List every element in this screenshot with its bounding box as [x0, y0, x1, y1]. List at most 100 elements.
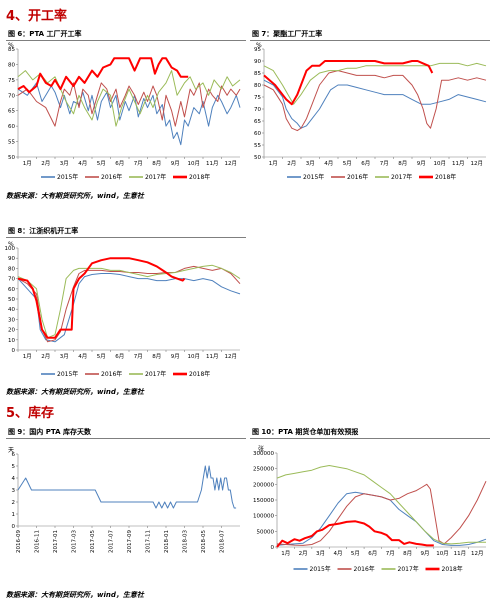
fig9-x-tick-label: 2017-11 — [146, 530, 152, 553]
fig10-x-tick-label: 7月 — [386, 550, 395, 557]
fig10-x-tick-label: 3月 — [316, 550, 325, 557]
fig8-title: 图 8：江浙织机开工率 — [6, 224, 246, 238]
fig9-x-tick-label: 2017-01 — [53, 530, 59, 553]
source-note-2: 数据来源：大有期货研究所，wind，生意社 — [6, 388, 144, 396]
fig6-x-tick-label: 12月 — [225, 160, 238, 167]
fig7-x-tick-label: 6月 — [361, 160, 370, 167]
fig6-y-tick-label: 80 — [8, 62, 15, 68]
fig8-y-tick-label: 10 — [8, 338, 15, 344]
fig6-x-tick-label: 5月 — [97, 160, 106, 167]
fig6-series-y2016-line — [17, 82, 241, 127]
fig7-x-tick-label: 5月 — [343, 160, 352, 167]
fig8-chart: % 0 10 20 30 40 50 60 70 80 90 100 1月 2月 3月 4月 5月 6月 7月 8月 9… — [5, 241, 241, 378]
fig8-series-y2016-line — [17, 265, 241, 343]
fig8-x-tick-label: 7月 — [134, 353, 143, 360]
fig9-y-tick-label: 0 — [12, 524, 16, 530]
fig6-x-tick-label: 7月 — [134, 160, 143, 167]
fig10-legend-label: 2015年 — [310, 565, 331, 573]
fig7-x-tick-label: 2月 — [287, 160, 296, 167]
fig6-y-tick-label: 60 — [8, 124, 15, 130]
fig7-title: 图 7：聚酯工厂开工率 — [250, 27, 490, 41]
fig7-y-tick-label: 50 — [254, 155, 261, 161]
fig7-y-tick-label: 55 — [254, 143, 261, 149]
fig9-x-tick-label: 2017-05 — [90, 530, 96, 553]
fig10-y-tick-label: 150000 — [253, 498, 274, 504]
fig10-x-tick-label: 9月 — [421, 550, 430, 557]
fig7-y-tick-label: 75 — [254, 95, 261, 101]
fig6-y-tick-label: 85 — [8, 47, 15, 53]
fig10-x-tick-label: 11月 — [454, 550, 467, 557]
fig7-unit-label: % — [256, 42, 262, 49]
fig9-x-tick-label: 2017-07 — [109, 530, 115, 553]
fig7-series-y2015-line — [263, 79, 487, 129]
fig7-x-tick-label: 9月 — [417, 160, 426, 167]
fig10-chart: 张 0 50000 100000 150000 200000 250000 300000 1月 2… — [253, 445, 487, 573]
fig8-series-y2018-line — [17, 257, 186, 339]
fig7-legend-label: 2017年 — [391, 173, 412, 181]
fig6-y-tick-label: 65 — [8, 109, 15, 115]
fig8-series-y2015-line — [17, 273, 241, 343]
fig7-y-tick-label: 95 — [254, 47, 261, 53]
fig8-y-tick-label: 20 — [8, 328, 15, 334]
fig9-y-tick-label: 6 — [12, 452, 16, 458]
fig7-legend-label: 2016年 — [347, 173, 368, 181]
fig8-legend-label: 2015年 — [57, 370, 78, 378]
fig8-y-tick-label: 60 — [8, 287, 15, 293]
fig7-x-tick-label: 7月 — [380, 160, 389, 167]
fig10-series-y2018-line — [276, 520, 434, 548]
fig9-x-tick-label: 2016-09 — [16, 530, 22, 553]
fig9-x-tick-label: 2017-09 — [127, 530, 133, 553]
fig7-series-y2017-line — [263, 62, 487, 105]
fig7-series-y2018-line — [263, 60, 434, 106]
fig9-x-tick-label: 2017-03 — [72, 530, 78, 553]
fig6-series-y2018-line — [17, 57, 189, 94]
fig10-series-y2017-line — [276, 465, 486, 545]
section-title-inventory: 5、库存 — [6, 406, 55, 421]
fig6-y-tick-label: 50 — [8, 155, 15, 161]
fig8-legend-label: 2016年 — [101, 370, 122, 378]
fig10-x-tick-label: 4月 — [333, 550, 342, 557]
fig9-x-tick-label: 2016-11 — [35, 530, 41, 553]
fig6-legend-label: 2018年 — [189, 173, 210, 181]
fig7-y-tick-label: 80 — [254, 83, 261, 89]
fig10-x-tick-label: 2月 — [299, 550, 308, 557]
fig10-y-tick-label: 250000 — [253, 467, 274, 473]
source-note-1: 数据来源：大有期货研究所，wind，生意社 — [6, 192, 144, 200]
fig8-y-tick-label: 0 — [12, 348, 16, 354]
fig10-unit-label: 张 — [258, 445, 264, 453]
fig10-x-tick-label: 5月 — [351, 550, 360, 557]
fig7-legend-label: 2018年 — [435, 173, 456, 181]
fig9-x-tick-label: 2018-03 — [183, 530, 189, 553]
fig7-y-tick-label: 65 — [254, 119, 261, 125]
fig7-chart: % 50 55 60 65 70 75 80 85 90 95 1月 2月 3月 4月 5月 6月 7月 8月 9月 1… — [254, 42, 487, 181]
fig10-y-tick-label: 100000 — [253, 514, 274, 520]
fig6-x-tick-label: 10月 — [188, 160, 201, 167]
fig7-y-tick-label: 85 — [254, 71, 261, 77]
fig8-x-tick-label: 11月 — [206, 353, 219, 360]
fig7-x-tick-label: 8月 — [398, 160, 407, 167]
fig7-series-y2016-line — [263, 70, 487, 132]
fig8-y-tick-label: 30 — [8, 317, 15, 323]
fig8-x-tick-label: 4月 — [78, 353, 87, 360]
fig10-legend-label: 2016年 — [354, 565, 375, 573]
fig6-x-tick-label: 2月 — [41, 160, 50, 167]
fig6-chart: % 50 55 60 65 70 75 80 85 1月 2月 3月 4月 5月 6月 7月 8月 9月 10月 11… — [8, 42, 241, 181]
fig10-x-tick-label: 8月 — [403, 550, 412, 557]
fig8-y-tick-label: 70 — [8, 277, 15, 283]
fig10-x-tick-label: 10月 — [436, 550, 449, 557]
fig10-title: 图 10：PTA 期货仓单加有效预报 — [250, 425, 490, 439]
fig8-x-tick-label: 12月 — [225, 353, 238, 360]
fig8-series-y2017-line — [17, 264, 241, 339]
fig7-y-tick-label: 60 — [254, 131, 261, 137]
fig8-x-tick-label: 10月 — [188, 353, 201, 360]
fig9-x-tick-label: 2018-05 — [201, 530, 207, 553]
section-title-operating-rate: 4、开工率 — [6, 9, 68, 24]
fig10-x-tick-label: 6月 — [368, 550, 377, 557]
fig8-unit-label: % — [8, 241, 14, 248]
fig7-y-tick-label: 70 — [254, 107, 261, 113]
fig6-legend-label: 2017年 — [145, 173, 166, 181]
fig6-y-tick-label: 75 — [8, 78, 15, 84]
fig8-x-tick-label: 8月 — [152, 353, 161, 360]
fig6-x-tick-label: 9月 — [171, 160, 180, 167]
fig7-x-tick-label: 12月 — [471, 160, 484, 167]
